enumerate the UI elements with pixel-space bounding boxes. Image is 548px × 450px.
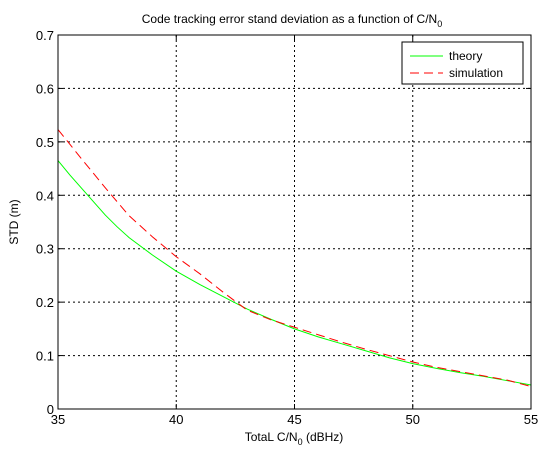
y-tick-label: 0.7 <box>36 28 54 43</box>
x-tick-label: 45 <box>287 412 301 427</box>
x-axis-label-main: TotaL C/N <box>245 430 298 444</box>
x-axis-label: TotaL C/N0 (dBHz) <box>245 430 344 447</box>
y-axis-label: STD (m) <box>7 199 21 244</box>
x-tick-label: 40 <box>169 412 183 427</box>
series-line-simulation <box>57 129 532 388</box>
y-tick-label: 0.6 <box>36 81 54 96</box>
chart-title: Code tracking error stand deviation as a… <box>142 12 443 29</box>
ticks <box>57 34 532 410</box>
chart-title-main: Code tracking error stand deviation as a… <box>142 12 438 26</box>
y-tick-label: 0.2 <box>36 295 54 310</box>
y-tick-label: 0 <box>47 402 54 417</box>
x-tick-label: 55 <box>524 412 538 427</box>
legend: theory simulation <box>401 41 524 85</box>
legend-theory-label: theory <box>449 49 482 63</box>
legend-box <box>401 41 524 85</box>
y-tick-label: 0.4 <box>36 188 54 203</box>
legend-simulation-label: simulation <box>449 66 503 80</box>
series-group <box>57 129 532 388</box>
tick-labels: 35 40 45 50 55 0 0.1 0.2 0.3 0.4 0.5 0.6 0.7 <box>36 28 538 427</box>
x-tick-label: 50 <box>406 412 420 427</box>
x-axis-label-unit: (dBHz) <box>303 430 344 444</box>
x-axis-label-subscript: 0 <box>298 437 303 447</box>
y-tick-label: 0.5 <box>36 135 54 150</box>
x-tick-label: 35 <box>51 412 65 427</box>
series-line-theory <box>57 160 532 386</box>
y-tick-label: 0.1 <box>36 349 54 364</box>
y-tick-label: 0.3 <box>36 242 54 257</box>
grid <box>58 35 531 409</box>
chart-title-subscript: 0 <box>437 19 442 29</box>
